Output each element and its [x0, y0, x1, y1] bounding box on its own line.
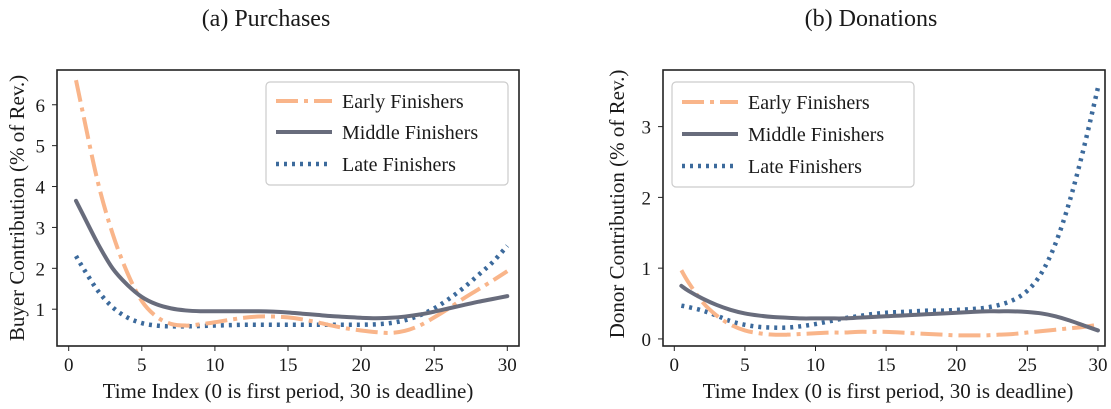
chart-title: (b) Donations [805, 6, 938, 32]
legend-label-early: Early Finishers [342, 91, 464, 113]
series-line-middle-finishers [74, 198, 510, 321]
legend-box [265, 81, 509, 186]
y-tick-label: 3 [642, 118, 652, 139]
x-axis-label: Time Index (0 is first period, 30 is dea… [103, 379, 474, 403]
x-axis-label: Time Index (0 is first period, 30 is dea… [703, 379, 1074, 403]
chart-panel-purchases: (a) Purchases 0 5 10 15 20 25 30 1 2 3 4 5 6 Time I… [5, 6, 520, 403]
x-axis-ticks: 0 5 10 15 20 25 30 [64, 346, 517, 376]
x-tick-label: 10 [205, 355, 224, 376]
chart-panel-donations: (b) Donations 0 5 10 15 20 25 30 0 1 2 3 Time Ind… [605, 6, 1107, 403]
x-tick-label: 0 [670, 355, 680, 376]
x-tick-label: 30 [1088, 355, 1107, 376]
legend-label-early: Early Finishers [748, 92, 870, 114]
x-tick-label: 20 [352, 355, 371, 376]
x-tick-label: 5 [137, 355, 147, 376]
x-tick-label: 5 [740, 355, 750, 376]
x-axis-ticks: 0 5 10 15 20 25 30 [670, 346, 1107, 376]
series-line-early-finishers [679, 269, 1099, 338]
x-tick-label: 25 [1018, 355, 1037, 376]
y-tick-label: 2 [642, 188, 652, 209]
plot-frame [662, 69, 1106, 347]
series-line-early-finishers [74, 79, 509, 335]
x-tick-label: 0 [64, 355, 74, 376]
x-tick-label: 20 [947, 355, 966, 376]
y-tick-label: 1 [642, 259, 652, 280]
y-axis-label: Buyer Contribution (% of Rev.) [5, 75, 29, 341]
chart-title: (a) Purchases [202, 6, 331, 32]
y-axis-label: Donor Contribution (% of Rev.) [605, 70, 629, 339]
y-tick-label: 5 [36, 137, 46, 158]
y-tick-label: 3 [36, 218, 46, 239]
legend: Early Finishers Middle Finishers Late Fi… [671, 81, 915, 188]
y-tick-label: 0 [642, 330, 652, 351]
y-tick-label: 6 [36, 96, 46, 117]
legend-label-late: Late Finishers [342, 154, 456, 176]
x-tick-label: 30 [498, 355, 517, 376]
y-axis-ticks: 1 2 3 4 5 6 [36, 96, 57, 321]
series-line-late-finishers [680, 87, 1101, 330]
y-tick-label: 2 [36, 259, 46, 280]
x-tick-label: 15 [279, 355, 298, 376]
legend-label-middle: Middle Finishers [342, 122, 478, 144]
y-tick-label: 4 [36, 178, 46, 199]
x-tick-label: 15 [877, 355, 896, 376]
x-tick-label: 25 [425, 355, 444, 376]
legend-label-middle: Middle Finishers [748, 124, 884, 146]
series-line-middle-finishers [679, 283, 1100, 333]
x-tick-label: 10 [806, 355, 825, 376]
y-axis-ticks: 0 1 2 3 [642, 118, 663, 351]
legend: Early Finishers Middle Finishers Late Fi… [265, 81, 509, 186]
legend-label-late: Late Finishers [748, 156, 862, 178]
series-line-late-finishers [74, 244, 509, 329]
plot-area [679, 87, 1101, 338]
y-tick-label: 1 [36, 300, 46, 321]
legend-box [671, 81, 915, 188]
plot-area [74, 79, 510, 335]
